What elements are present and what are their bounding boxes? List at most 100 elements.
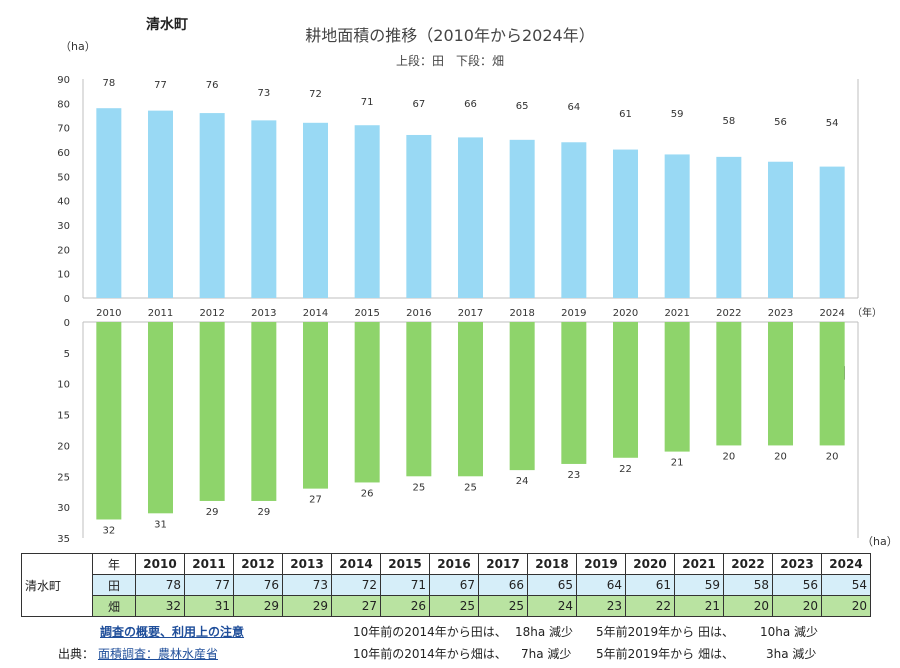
note-hata-5y-value: 3ha 減少 [766,647,817,661]
ta-data-label: 76 [206,80,219,91]
table-cell: 29 [282,595,332,617]
town-name: 清水町 [146,17,188,33]
hata-bar [613,322,638,458]
hata-bar [716,322,742,446]
source-link[interactable]: 面積調査：農林水産省 [98,647,219,661]
ta-bar [768,161,793,298]
table-year: 2013 [282,553,332,575]
hata-ylabel: （ha） [862,535,898,548]
hata-bar [819,322,845,446]
ta-y-tick-label: 80 [57,99,70,110]
x-tick-label: 2014 [303,308,328,319]
table-year: 2010 [135,553,185,575]
ta-data-label: 66 [464,99,477,110]
hata-y-tick-label: 5 [64,349,70,360]
ta-bar [613,149,638,298]
hata-bar [664,322,690,452]
hata-data-label: 22 [619,464,632,475]
hata-bar [148,322,173,514]
hata-data-label: 26 [361,488,374,499]
table-cell: 65 [527,574,577,596]
ta-bar [561,142,587,298]
hata-bar [509,322,535,471]
table-cell: 54 [821,574,871,596]
table-header-row: 清水町 年 2010 2011 2012 2013 2014 2015 2016… [21,553,871,617]
ta-y-tick-label: 20 [57,245,70,256]
x-tick-label: 2015 [354,308,379,319]
ta-bar [509,139,535,298]
table-year: 2024 [821,553,871,575]
table-year: 2021 [674,553,724,575]
table-cell: 32 [135,595,185,617]
chart-subtitle: 上段：田 下段：畑 [395,54,504,68]
table-cell: 22 [625,595,675,617]
ta-bar [96,108,122,298]
ta-data-label: 56 [774,117,787,128]
table-year: 2018 [527,553,577,575]
hata-bar [561,322,587,464]
ta-data-label: 54 [826,118,839,129]
hata-data-label: 24 [516,476,529,487]
table-cell: 72 [331,574,381,596]
table-cell: 27 [331,595,381,617]
table-cell: 56 [772,574,822,596]
table-year: 2019 [576,553,626,575]
table-year: 2016 [429,553,479,575]
hata-y-tick-label: 0 [64,318,70,329]
ta-bar [664,154,690,298]
table-year: 2011 [184,553,234,575]
hata-data-label: 27 [309,495,322,506]
ta-data-label: 78 [102,78,115,89]
ta-y-tick-label: 70 [57,124,70,135]
note-ta-5y: 5年前2019年から 田は、 [596,625,734,639]
x-tick-label: 2011 [148,308,173,319]
x-tick-label: 2012 [199,308,224,319]
table-cell: 59 [674,574,724,596]
table-cell: 21 [674,595,724,617]
hata-y-tick-label: 20 [57,441,70,452]
ta-bar [303,122,328,298]
survey-link[interactable]: 調査の概要、利用上の注意 [100,625,245,639]
table-year: 2022 [723,553,773,575]
table-cell: 20 [821,595,871,617]
table-cell: 58 [723,574,773,596]
table-row-ta: 田 78 77 76 73 72 71 67 66 65 64 61 59 58… [22,574,871,596]
x-tick-label: 2013 [251,308,276,319]
hata-data-label: 23 [567,470,580,481]
x-tick-label: 2019 [561,308,586,319]
table-row-label: 畑 [92,595,136,617]
x-tick-label: 2024 [819,308,844,319]
x-tick-label: 2020 [613,308,638,319]
ta-bar [199,113,225,298]
ta-bar [354,125,380,298]
table-cell: 20 [723,595,773,617]
hata-data-label: 32 [102,525,115,536]
table-year-header: 年 [92,553,136,575]
ta-data-label: 73 [257,88,270,99]
table-year: 2014 [331,553,381,575]
ta-bar [716,156,742,298]
hata-bar [354,322,380,483]
note-hata-10y: 10年前の2014年から畑は、 [353,647,507,661]
hata-data-label: 21 [671,458,684,469]
table-cell: 31 [184,595,234,617]
table-cell: 25 [478,595,528,617]
note-hata-10y-value: 7ha 減少 [521,647,572,661]
table-cell: 20 [772,595,822,617]
hata-data-label: 31 [154,519,167,530]
ta-data-label: 72 [309,89,322,100]
hata-bar [406,322,432,477]
table-cell: 24 [527,595,577,617]
table-year: 2012 [233,553,283,575]
ta-y-tick-label: 40 [57,197,70,208]
hata-data-label: 29 [206,507,219,518]
ta-y-tick-label: 90 [57,75,70,86]
table-year: 2017 [478,553,528,575]
hata-data-label: 20 [774,451,787,462]
ta-bar [148,110,173,298]
table-cell: 77 [184,574,234,596]
hata-data-label: 25 [412,482,425,493]
hata-y-tick-label: 15 [57,411,70,422]
ta-data-label: 61 [619,109,632,120]
